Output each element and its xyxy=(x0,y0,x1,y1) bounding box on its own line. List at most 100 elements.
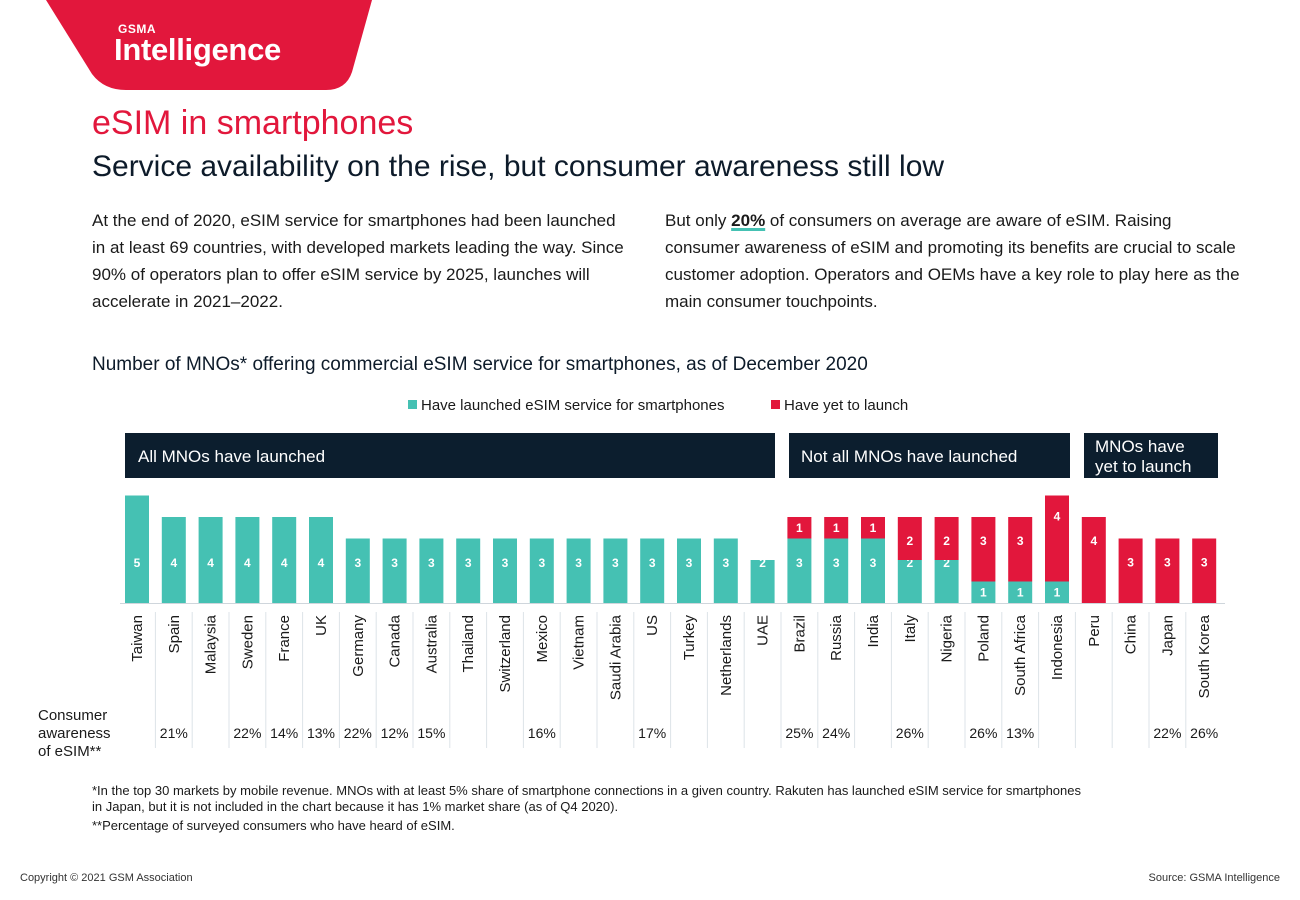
bar-launched-taiwan xyxy=(125,495,149,603)
category-label-south-korea: South Korea xyxy=(1196,614,1213,698)
category-label-uk: UK xyxy=(313,615,330,636)
label-launched-nigeria: 2 xyxy=(943,556,950,570)
label-launched-germany: 3 xyxy=(354,556,361,570)
awareness-value-south-korea: 26% xyxy=(1190,725,1218,741)
category-label-indonesia: Indonesia xyxy=(1049,614,1066,680)
awareness-value-spain: 21% xyxy=(160,725,188,741)
bar-launched-uk xyxy=(309,517,333,603)
awareness-value-australia: 15% xyxy=(417,725,445,741)
category-label-nigeria: Nigeria xyxy=(939,614,956,662)
awareness-value-brazil: 25% xyxy=(785,725,813,741)
awareness-value-italy: 26% xyxy=(896,725,924,741)
legend-label-yet: Have yet to launch xyxy=(784,397,909,414)
label-launched-france: 4 xyxy=(281,556,288,570)
bar-launched-germany xyxy=(345,538,370,603)
group-label-all-launched: All MNOs have launched xyxy=(138,447,326,466)
bar-yet-brazil xyxy=(787,517,812,539)
label-launched-vietnam: 3 xyxy=(575,556,582,570)
label-launched-uk: 4 xyxy=(318,556,325,570)
awareness-label-line3: of eSIM** xyxy=(38,743,102,760)
bar-launched-italy xyxy=(897,560,922,603)
bar-yet-china xyxy=(1118,538,1143,603)
logo-big-text: Intelligence xyxy=(114,32,281,67)
group-label-yet-line1: MNOs have xyxy=(1095,437,1185,456)
label-launched-south-africa: 1 xyxy=(1017,585,1024,599)
category-label-poland: Poland xyxy=(975,615,992,662)
bar-launched-russia xyxy=(824,538,849,603)
category-label-italy: Italy xyxy=(902,615,919,643)
bar-launched-indonesia xyxy=(1045,581,1069,603)
awareness-value-uk: 13% xyxy=(307,725,335,741)
group-box-yet-to-launch: MNOs have yet to launch xyxy=(1084,433,1218,478)
awareness-value-poland: 26% xyxy=(969,725,997,741)
gsma-intelligence-logo: GSMA Intelligence xyxy=(0,0,380,92)
bar-launched-south-africa xyxy=(1008,581,1033,603)
bar-launched-us xyxy=(640,538,665,603)
category-label-japan: Japan xyxy=(1159,615,1176,656)
bar-launched-france xyxy=(272,517,297,603)
category-label-south-africa: South Africa xyxy=(1012,614,1029,696)
label-yet-south-africa: 3 xyxy=(1017,534,1024,548)
label-yet-italy: 2 xyxy=(906,534,913,548)
awareness-value-south-africa: 13% xyxy=(1006,725,1034,741)
legend-item-launched: Have launched eSIM service for smartphon… xyxy=(408,397,724,414)
intro-paragraph-right: But only 20% of consumers on average are… xyxy=(665,207,1240,315)
bar-launched-canada xyxy=(382,538,407,603)
label-launched-spain: 4 xyxy=(170,556,177,570)
footnote-1: *In the top 30 markets by mobile revenue… xyxy=(92,783,1081,815)
footnote-1-line2: in Japan, but it is not included in the … xyxy=(92,799,619,814)
awareness-value-sweden: 22% xyxy=(233,725,261,741)
legend-item-yet: Have yet to launch xyxy=(771,397,908,414)
bar-launched-uae xyxy=(750,560,775,603)
bar-yet-south-africa xyxy=(1008,517,1033,582)
bar-yet-italy xyxy=(897,517,922,560)
label-yet-poland: 3 xyxy=(980,534,987,548)
para-right-start: But only xyxy=(665,211,732,230)
label-yet-nigeria: 2 xyxy=(943,534,950,548)
category-label-taiwan: Taiwan xyxy=(129,615,146,662)
legend-swatch-launched xyxy=(408,400,417,409)
label-launched-india: 3 xyxy=(870,556,877,570)
legend-swatch-yet xyxy=(771,400,780,409)
awareness-value-us: 17% xyxy=(638,725,666,741)
label-launched-thailand: 3 xyxy=(465,556,472,570)
group-label-not-all-launched: Not all MNOs have launched xyxy=(801,447,1018,466)
category-label-thailand: Thailand xyxy=(460,615,477,673)
label-yet-japan: 3 xyxy=(1164,556,1171,570)
bar-launched-nigeria xyxy=(934,560,959,603)
label-launched-mexico: 3 xyxy=(538,556,545,570)
category-label-brazil: Brazil xyxy=(791,615,808,653)
bar-launched-spain xyxy=(161,517,186,603)
bar-launched-malaysia xyxy=(198,517,223,603)
copyright-text: Copyright © 2021 GSM Association xyxy=(20,872,193,884)
label-launched-russia: 3 xyxy=(833,556,840,570)
category-label-turkey: Turkey xyxy=(681,615,698,661)
awareness-row-label: Consumer awareness of eSIM** xyxy=(38,707,111,761)
bar-yet-russia xyxy=(824,517,849,539)
intro-paragraph-left: At the end of 2020, eSIM service for sma… xyxy=(92,211,624,311)
para-right-end: of consumers on average are aware of eSI… xyxy=(665,211,1240,311)
label-launched-switzerland: 3 xyxy=(502,556,509,570)
bar-launched-sweden xyxy=(235,517,260,603)
footnote-1-line1: *In the top 30 markets by mobile revenue… xyxy=(92,783,1081,798)
category-label-spain: Spain xyxy=(166,615,183,653)
label-launched-italy: 2 xyxy=(906,556,913,570)
bar-launched-mexico xyxy=(529,538,554,603)
bar-launched-thailand xyxy=(456,538,481,603)
bar-yet-nigeria xyxy=(934,517,959,560)
legend-label-launched: Have launched eSIM service for smartphon… xyxy=(421,397,725,414)
bar-launched-switzerland xyxy=(493,538,517,603)
category-label-canada: Canada xyxy=(387,614,404,667)
category-label-vietnam: Vietnam xyxy=(571,615,588,670)
label-yet-indonesia: 4 xyxy=(1054,510,1061,524)
category-label-china: China xyxy=(1123,614,1140,654)
category-label-india: India xyxy=(865,614,882,647)
footnote-2: **Percentage of surveyed consumers who h… xyxy=(92,818,455,833)
logo-small-text: GSMA xyxy=(118,22,156,36)
label-launched-turkey: 3 xyxy=(686,556,693,570)
label-launched-brazil: 3 xyxy=(796,556,803,570)
label-launched-netherlands: 3 xyxy=(722,556,729,570)
label-launched-canada: 3 xyxy=(391,556,398,570)
label-launched-us: 3 xyxy=(649,556,656,570)
bar-yet-indonesia xyxy=(1045,495,1069,582)
